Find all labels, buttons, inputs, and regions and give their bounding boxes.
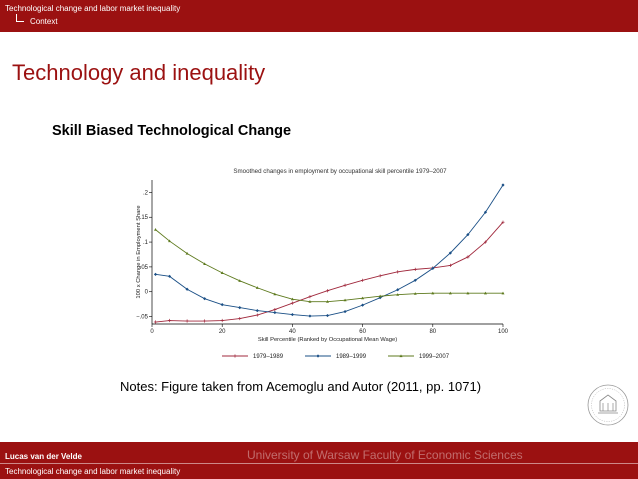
series-1-point [238,306,242,310]
series-1-point [448,251,452,255]
series-0-point [466,255,470,259]
series-0-point [413,267,417,271]
series-0-point [153,320,158,324]
legend-marker-2 [399,354,403,358]
frame-title: Technology and inequality [12,60,266,85]
series-0-point [255,313,259,317]
x-axis-label: Skill Percentile (Ranked by Occupational… [258,337,397,343]
tree-branch-icon [16,14,24,22]
series-2-point [255,286,259,289]
series-0-point [483,240,488,244]
series-2-point [483,291,487,295]
series-0-point [396,270,400,274]
series-1-point [483,210,488,214]
y-tick-label: 0 [145,290,149,296]
y-axis-label: 100 x Change in Employment Share [136,205,142,298]
series-0-point [378,274,382,278]
series-0-point [361,278,365,282]
series-2-point [466,291,470,295]
footer-divider [0,463,638,464]
legend-label-1: 1989–1999 [336,354,367,360]
university-seal-icon [587,384,629,426]
x-tick-label: 0 [150,329,154,335]
series-2-point [378,294,382,298]
series-0-point [343,283,347,287]
slide-subtitle: Skill Biased Technological Change [52,123,292,139]
series-2-point [154,228,158,231]
y-tick-label: .1 [143,240,149,246]
series-0-point [501,220,505,224]
series-2-point [168,239,172,243]
series-0-point [273,308,277,312]
series-2-point [396,293,400,296]
figure-notes: Notes: Figure taken from Acemoglu and Au… [120,379,482,394]
chart-title: Smoothed changes in employment by occupa… [233,168,447,175]
series-2-point [343,298,347,302]
header-bar: Technological change and labor market in… [0,0,638,32]
series-0-point [185,319,189,323]
series-1-point [466,233,470,237]
series-2-point [361,296,365,300]
footer-short-title[interactable]: Technological change and labor market in… [5,467,181,476]
series-0-point [203,319,207,323]
legend-marker-1 [316,354,320,358]
x-tick-label: 40 [289,329,296,335]
header-section-title[interactable]: Technological change and labor market in… [5,4,181,13]
x-tick-label: 100 [498,329,509,335]
footer-institution[interactable]: University of Warsaw Faculty of Economic… [247,448,523,462]
series-1-point [325,313,330,318]
series-0-point [290,301,294,305]
series-0-point [325,289,330,293]
series-2-point [308,300,312,303]
series-0-point [308,295,312,299]
series-2-point [326,300,329,303]
series-2-point [431,291,435,295]
y-tick-label: .05 [140,265,149,271]
series-2-point [448,291,452,295]
series-2-point [203,262,207,266]
y-tick-label: .2 [143,190,149,196]
footer-bar: Lucas van der Velde University of Warsaw… [0,442,638,479]
series-0-point [238,316,242,321]
y-tick-label: −.05 [136,315,149,321]
series-2-point [273,292,277,296]
footer-author[interactable]: Lucas van der Velde [5,452,82,461]
series-2-point [185,251,189,255]
legend-label-2: 1999–2007 [419,354,450,360]
legend-label-0: 1979–1989 [253,354,284,360]
series-1-point [185,287,189,291]
employment-change-chart: Smoothed changes in employment by occupa… [130,158,510,368]
y-tick-label: .15 [140,215,149,221]
series-2-point [220,271,224,274]
series-0-point [448,263,452,268]
plot-background [130,158,510,368]
series-2-point [238,279,242,282]
header-subsection-title[interactable]: Context [30,17,58,26]
legend-marker-0 [233,354,237,358]
series-2-point [501,291,505,295]
x-tick-label: 20 [219,329,226,335]
series-2-point [413,292,417,295]
x-tick-label: 80 [429,329,436,335]
series-1-point [501,183,505,187]
series-0-point [220,318,224,323]
series-0-point [167,318,172,323]
series-2-point [290,297,294,301]
chart-legend: 1979–1989 1989–1999 1999–2007 [222,354,450,360]
plot-area: −.05 0 .05 .1 .15 .2 0 20 40 60 80 100 [136,180,509,335]
series-1-point [308,314,312,318]
x-tick-label: 60 [359,329,366,335]
